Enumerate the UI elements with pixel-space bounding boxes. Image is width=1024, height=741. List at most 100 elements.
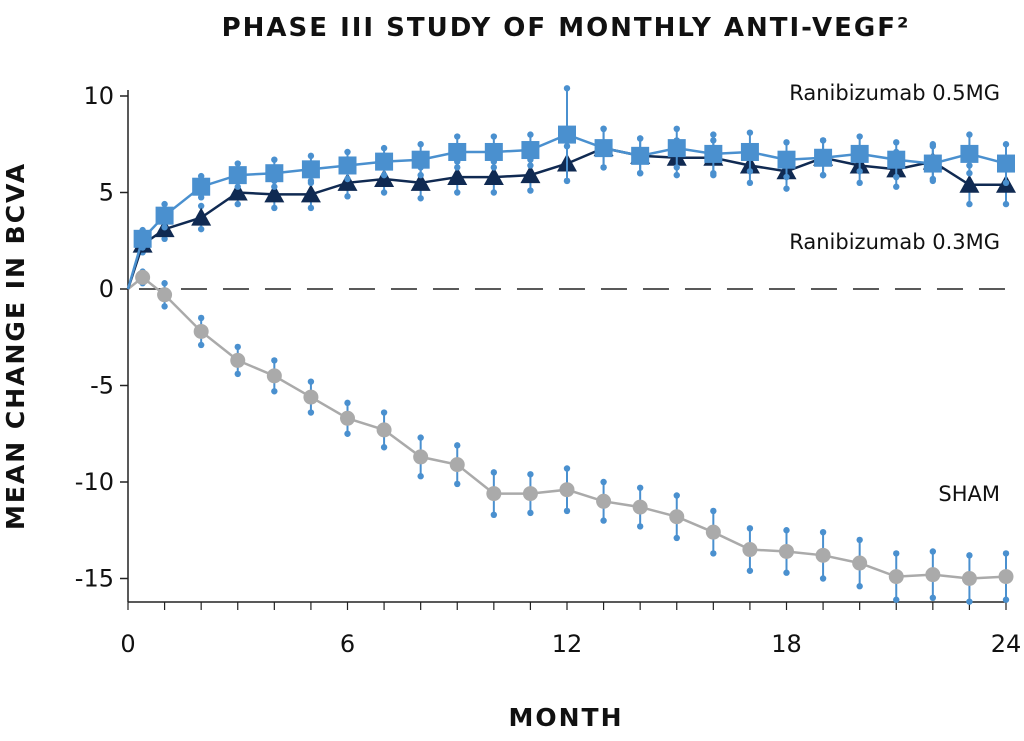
- error-cap: [454, 164, 461, 171]
- error-cap: [527, 187, 534, 194]
- error-cap: [454, 133, 461, 140]
- error-cap: [490, 469, 498, 476]
- series-square: [126, 85, 1015, 290]
- error-cap: [271, 388, 278, 395]
- error-cap: [417, 195, 424, 202]
- data-point: [558, 125, 576, 144]
- error-cap: [490, 511, 498, 519]
- error-cap: [1002, 550, 1010, 557]
- error-cap: [197, 194, 205, 201]
- error-cap: [344, 148, 351, 156]
- error-cap: [563, 177, 571, 185]
- error-cap: [1002, 200, 1010, 208]
- error-cap: [563, 465, 571, 472]
- data-point: [997, 154, 1015, 173]
- data-point: [705, 524, 721, 540]
- error-cap: [746, 168, 754, 175]
- data-point: [340, 410, 355, 426]
- error-cap: [636, 523, 644, 530]
- error-cap: [380, 144, 388, 152]
- error-cap: [783, 139, 790, 146]
- error-cap: [563, 85, 571, 92]
- x-tick-label: 24: [991, 630, 1022, 658]
- error-cap: [856, 536, 863, 544]
- error-cap: [527, 131, 534, 138]
- error-cap: [490, 189, 498, 196]
- y-axis-title: MEAN CHANGE IN BCVA: [1, 162, 30, 530]
- error-cap: [783, 527, 790, 534]
- data-point: [667, 139, 686, 158]
- error-cap: [161, 235, 168, 243]
- error-cap: [1002, 141, 1010, 148]
- error-cap: [710, 507, 717, 515]
- data-point: [484, 142, 503, 161]
- series-circle: [127, 268, 1014, 605]
- data-point: [228, 166, 247, 185]
- error-cap: [161, 200, 168, 208]
- error-cap: [746, 129, 754, 136]
- data-point: [264, 184, 285, 203]
- error-cap: [1002, 179, 1010, 187]
- y-tick-label: 0: [99, 275, 114, 303]
- error-cap: [893, 550, 900, 557]
- data-point: [300, 184, 321, 203]
- x-tick-label: 18: [771, 630, 802, 658]
- data-point: [959, 174, 980, 193]
- error-cap: [673, 492, 680, 499]
- error-cap: [893, 183, 900, 190]
- error-cap: [161, 280, 168, 287]
- error-cap: [819, 528, 827, 536]
- data-point: [559, 482, 575, 498]
- data-point: [375, 152, 394, 171]
- data-point: [961, 571, 977, 586]
- error-cap: [673, 171, 680, 179]
- data-point: [448, 142, 467, 161]
- error-cap: [380, 189, 388, 196]
- data-point: [923, 154, 942, 173]
- error-cap: [966, 170, 973, 177]
- plot-area: [126, 85, 1016, 605]
- data-point: [669, 509, 685, 525]
- error-cap: [929, 594, 937, 601]
- error-cap: [819, 171, 827, 179]
- data-point: [449, 457, 465, 473]
- error-cap: [856, 168, 863, 175]
- series-labels: Ranibizumab 0.5MG Ranibizumab 0.3MG SHAM: [789, 81, 1000, 506]
- data-point: [520, 165, 541, 184]
- error-cap: [783, 569, 790, 576]
- data-point: [265, 164, 284, 183]
- error-cap: [966, 200, 973, 208]
- error-cap: [197, 172, 205, 180]
- error-cap: [527, 509, 534, 517]
- data-point: [192, 177, 211, 196]
- error-cap: [636, 484, 644, 491]
- error-cap: [307, 179, 315, 187]
- error-cap: [417, 434, 424, 441]
- data-point: [447, 167, 468, 186]
- error-cap: [197, 314, 205, 322]
- error-cap: [161, 303, 168, 310]
- data-point: [631, 146, 650, 165]
- data-point: [998, 569, 1014, 585]
- error-cap: [600, 164, 607, 171]
- error-cap: [454, 442, 461, 449]
- error-cap: [197, 225, 205, 233]
- error-cap: [856, 179, 863, 187]
- error-cap: [417, 171, 424, 179]
- error-cap: [234, 160, 241, 167]
- error-cap: [893, 139, 900, 146]
- error-cap: [344, 430, 351, 437]
- data-point: [157, 287, 173, 303]
- data-point: [740, 142, 759, 161]
- error-cap: [417, 473, 424, 480]
- data-point: [632, 499, 648, 515]
- series-label-sham: SHAM: [938, 482, 1000, 506]
- data-point: [521, 141, 540, 160]
- y-tick-label: 10: [83, 82, 114, 110]
- data-point: [888, 569, 904, 585]
- data-point: [230, 352, 246, 368]
- error-cap: [710, 550, 717, 557]
- data-point: [852, 555, 868, 571]
- data-point: [850, 144, 869, 163]
